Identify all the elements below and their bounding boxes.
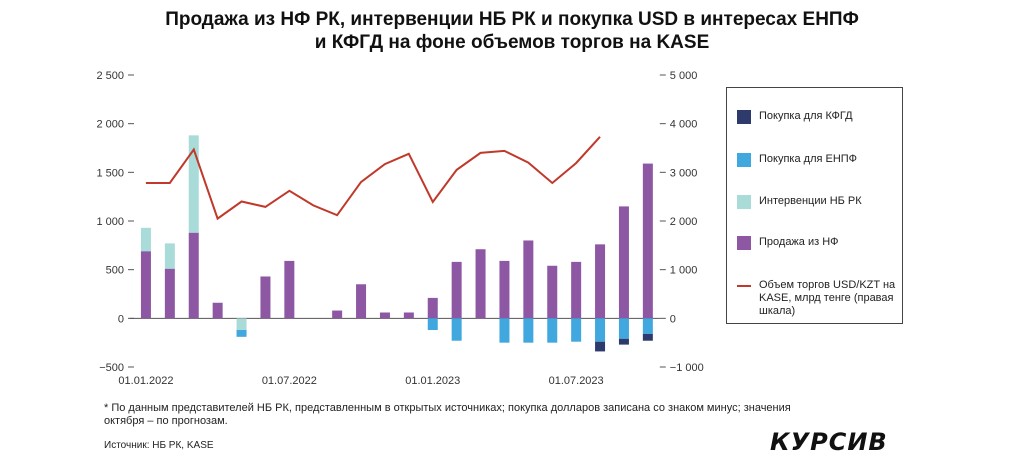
source-note: Источник: НБ РК, KASE	[104, 440, 214, 451]
bar-Покупка для ЕНПФ	[523, 318, 534, 343]
bar-Покупка для КФГД	[642, 333, 653, 341]
bar-Продажа из НФ	[356, 284, 367, 319]
bar-Продажа из НФ	[451, 261, 462, 319]
bar-Интервенции НБ РК	[236, 318, 247, 331]
bar-Продажа из НФ	[642, 163, 653, 319]
chart-title-line-2: и КФГД на фоне объемов торгов на KASE	[314, 32, 710, 53]
bar-Покупка для КФГД	[595, 341, 606, 352]
chart-canvas: −500 0 500 1 000 1 500 2 000 2 500 −1 000 0 1 00…	[96, 70, 704, 387]
bar-Интервенции НБ РК	[164, 243, 175, 269]
bar-series	[140, 135, 653, 352]
bar-Продажа из НФ	[523, 240, 534, 319]
bar-Продажа из НФ	[595, 244, 606, 319]
chart-title: Продажа из НФ РК, интервенции НБ РК и по…	[0, 8, 1024, 54]
volume-line	[145, 136, 601, 221]
bar-Продажа из НФ	[188, 232, 199, 319]
bar-Продажа из НФ	[571, 261, 582, 319]
bar-Продажа из НФ	[618, 206, 629, 319]
bar-Продажа из НФ	[403, 312, 414, 319]
footnote: * По данным представителей НБ РК, предст…	[104, 402, 791, 427]
bar-Покупка для ЕНПФ	[595, 318, 606, 342]
bar-Продажа из НФ	[140, 251, 151, 319]
right-tick-label: 1 000	[670, 265, 698, 277]
legend-swatch-enpf	[737, 153, 751, 167]
bar-Продажа из НФ	[499, 260, 510, 319]
left-tick-label: −500	[99, 362, 124, 374]
left-tick-label: 2 500	[96, 70, 124, 82]
bar-Интервенции НБ РК	[188, 135, 199, 233]
kursiv-logo: КУРСИВ	[770, 428, 888, 456]
right-tick-label: 0	[670, 313, 676, 325]
bar-Продажа из НФ	[212, 302, 223, 319]
bar-Продажа из НФ	[427, 297, 438, 319]
left-tick-label: 1 500	[96, 167, 124, 179]
bar-Продажа из НФ	[332, 310, 343, 319]
bar-Продажа из НФ	[164, 268, 175, 319]
bar-Покупка для ЕНПФ	[618, 318, 629, 339]
legend-label-kfgd: Покупка для КФГД	[759, 110, 853, 122]
legend-label-volume: Объем торгов USD/KZT на KASE, млрд тенге…	[759, 279, 896, 317]
right-tick-label: −1 000	[670, 362, 704, 374]
legend-swatch-nf	[737, 236, 751, 250]
right-tick-label: 4 000	[670, 119, 698, 131]
bar-Покупка для ЕНПФ	[547, 318, 558, 343]
bar-Продажа из НФ	[379, 312, 390, 319]
bar-Покупка для ЕНПФ	[642, 318, 653, 334]
right-axis: −1 000 0 1 000 2 000 3 000 4 000 5 000	[659, 70, 704, 374]
x-tick-label: 01.01.2023	[405, 375, 460, 387]
x-tick-label: 01.07.2022	[262, 375, 317, 387]
legend-swatch-interventions	[737, 195, 751, 209]
x-tick-label: 01.07.2023	[549, 375, 604, 387]
legend-swatch-volume	[737, 285, 751, 287]
bar-Покупка для КФГД	[618, 338, 629, 345]
x-axis: 01.01.2022 01.07.2022 01.01.2023 01.07.2023	[118, 375, 603, 387]
left-tick-label: 2 000	[96, 119, 124, 131]
bar-Интервенции НБ РК	[140, 227, 151, 252]
legend-swatch-kfgd	[737, 110, 751, 124]
left-tick-label: 1 000	[96, 216, 124, 228]
legend-label-nf: Продажа из НФ	[759, 236, 839, 248]
legend: Покупка для КФГД Покупка для ЕНПФ Интерв…	[726, 87, 903, 324]
x-tick-label: 01.01.2022	[118, 375, 173, 387]
bar-Продажа из НФ	[260, 276, 271, 319]
left-axis: −500 0 500 1 000 1 500 2 000 2 500	[96, 70, 134, 374]
right-tick-label: 3 000	[670, 167, 698, 179]
chart-title-line-1: Продажа из НФ РК, интервенции НБ РК и по…	[165, 9, 859, 30]
left-tick-label: 0	[118, 313, 124, 325]
bar-Покупка для ЕНПФ	[499, 318, 510, 343]
bar-Продажа из НФ	[547, 265, 558, 319]
right-tick-label: 2 000	[670, 216, 698, 228]
bar-Покупка для ЕНПФ	[451, 318, 462, 341]
bar-Продажа из НФ	[284, 260, 295, 319]
left-tick-label: 500	[106, 265, 124, 277]
bar-Покупка для ЕНПФ	[427, 318, 438, 331]
bar-Покупка для ЕНПФ	[571, 318, 582, 342]
bar-Покупка для ЕНПФ	[236, 330, 247, 337]
right-tick-label: 5 000	[670, 70, 698, 82]
legend-label-enpf: Покупка для ЕНПФ	[759, 153, 858, 165]
bar-Продажа из НФ	[475, 249, 486, 319]
legend-label-interventions: Интервенции НБ РК	[759, 195, 862, 207]
